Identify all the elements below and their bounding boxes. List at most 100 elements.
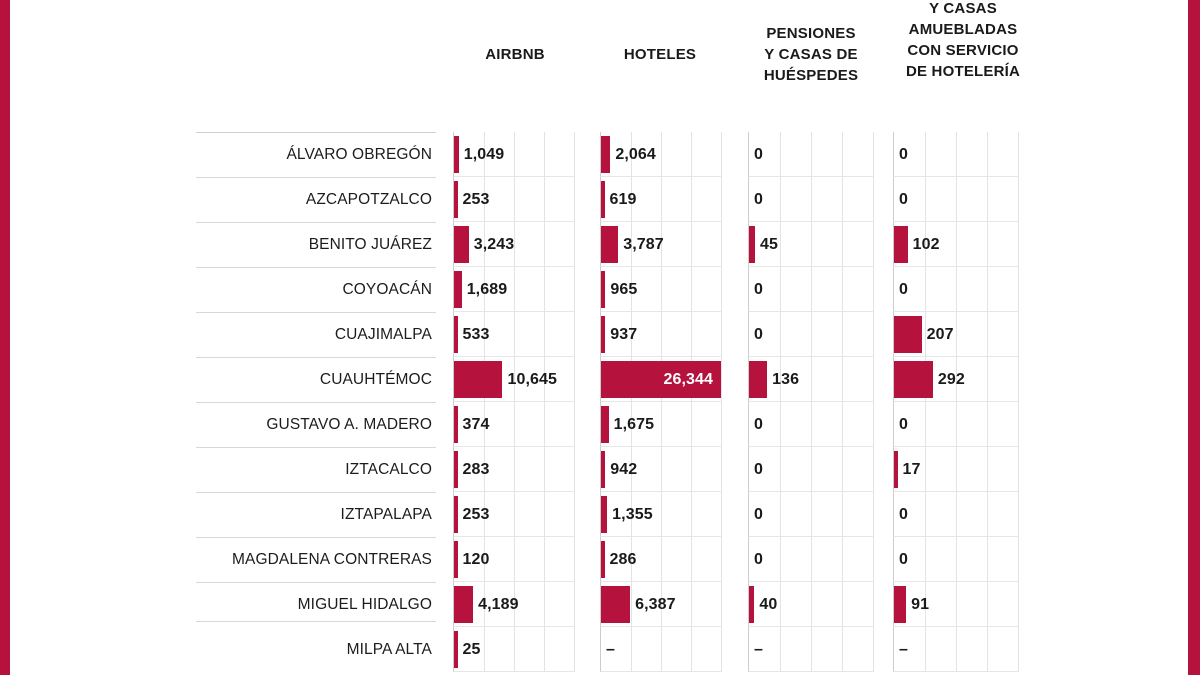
value-label: 0 [754, 550, 763, 568]
gridline [987, 177, 988, 221]
gridline [661, 492, 662, 536]
value-bar [454, 136, 459, 173]
gridline [514, 357, 515, 401]
gridline [842, 267, 843, 311]
value-cell-airbnb: 4,189 [453, 582, 575, 627]
gridline [780, 492, 781, 536]
row-label: CUAUHTÉMOC [319, 370, 432, 388]
row-divider [196, 492, 436, 493]
gridline [514, 582, 515, 626]
value-bar [894, 316, 922, 353]
gridline [1018, 402, 1019, 446]
gridline [574, 267, 575, 311]
value-label: 0 [754, 280, 763, 298]
gridline [956, 132, 957, 176]
gridline [987, 357, 988, 401]
gridline [691, 177, 692, 221]
gridline [514, 537, 515, 581]
gridline [721, 357, 722, 401]
gridline [925, 177, 926, 221]
value-cell-hoteles: 1,675 [600, 402, 722, 447]
gridline [873, 537, 874, 581]
gridline [574, 222, 575, 266]
gridline [873, 402, 874, 446]
column-header-hoteles: HOTELES [623, 46, 697, 63]
value-bar [894, 226, 908, 263]
chart-row: MILPA ALTA 25 – – – [0, 621, 1188, 672]
value-bar [454, 226, 469, 263]
gridline [574, 177, 575, 221]
gridline [661, 222, 662, 266]
gridline [780, 222, 781, 266]
value-cell-pensiones: 40 [748, 582, 874, 627]
gridline [514, 312, 515, 356]
gridline [631, 312, 632, 356]
gridline [484, 537, 485, 581]
column-header-line: AMUEBLADAS [908, 21, 1018, 38]
value-label: 4,189 [478, 595, 519, 613]
value-cell-airbnb: 120 [453, 537, 575, 582]
value-cell-pensiones: 136 [748, 357, 874, 402]
value-cell-departamentos: 0 [893, 132, 1019, 177]
gridline [631, 177, 632, 221]
gridline [574, 627, 575, 671]
value-label: 91 [911, 595, 930, 613]
value-cell-departamentos: 17 [893, 447, 1019, 492]
value-cell-departamentos: 292 [893, 357, 1019, 402]
gridline [544, 357, 545, 401]
gridline [842, 222, 843, 266]
gridline [811, 312, 812, 356]
value-label: 207 [926, 325, 954, 343]
value-bar [601, 136, 611, 173]
gridline [811, 627, 812, 671]
gridline [873, 312, 874, 356]
gridline [574, 447, 575, 491]
gridline [987, 402, 988, 446]
value-bar [454, 631, 458, 668]
row-label: CUAJIMALPA [334, 325, 432, 343]
gridline [514, 132, 515, 176]
value-bar [601, 541, 605, 578]
gridline [661, 402, 662, 446]
row-label: IZTAPALAPA [340, 505, 432, 523]
row-label: ÁLVARO OBREGÓN [286, 145, 432, 163]
value-label: 3,243 [473, 235, 515, 253]
chart-row: MAGDALENA CONTRERAS 120 286 0 0 [0, 537, 1188, 582]
gridline [811, 267, 812, 311]
gridline [925, 402, 926, 446]
row-divider [196, 132, 436, 133]
value-cell-pensiones: 0 [748, 177, 874, 222]
gridline [987, 222, 988, 266]
gridline [780, 537, 781, 581]
gridline [631, 627, 632, 671]
value-label: 25 [462, 640, 481, 658]
gridline [574, 312, 575, 356]
gridline [691, 582, 692, 626]
column-header-line: Y CASAS DE [764, 46, 858, 63]
gridline [544, 222, 545, 266]
value-bar [749, 586, 755, 623]
gridline [956, 627, 957, 671]
value-label: 1,689 [466, 280, 508, 298]
value-cell-hoteles: 6,387 [600, 582, 722, 627]
gridline [691, 267, 692, 311]
value-label: 120 [462, 550, 490, 568]
value-label: 0 [754, 145, 763, 163]
gridline [484, 312, 485, 356]
value-cell-hoteles: 286 [600, 537, 722, 582]
gridline [661, 537, 662, 581]
value-label: – [899, 640, 908, 658]
gridline [484, 492, 485, 536]
value-label: – [606, 640, 615, 658]
gridline [574, 357, 575, 401]
value-label: 0 [899, 415, 908, 433]
value-bar [601, 586, 631, 623]
value-cell-pensiones: 0 [748, 132, 874, 177]
chart-row: GUSTAVO A. MADERO 374 1,675 0 0 [0, 402, 1188, 447]
gridline [780, 627, 781, 671]
gridline [691, 537, 692, 581]
gridline [721, 402, 722, 446]
gridline [631, 537, 632, 581]
value-bar [749, 361, 768, 398]
value-cell-hoteles: 937 [600, 312, 722, 357]
